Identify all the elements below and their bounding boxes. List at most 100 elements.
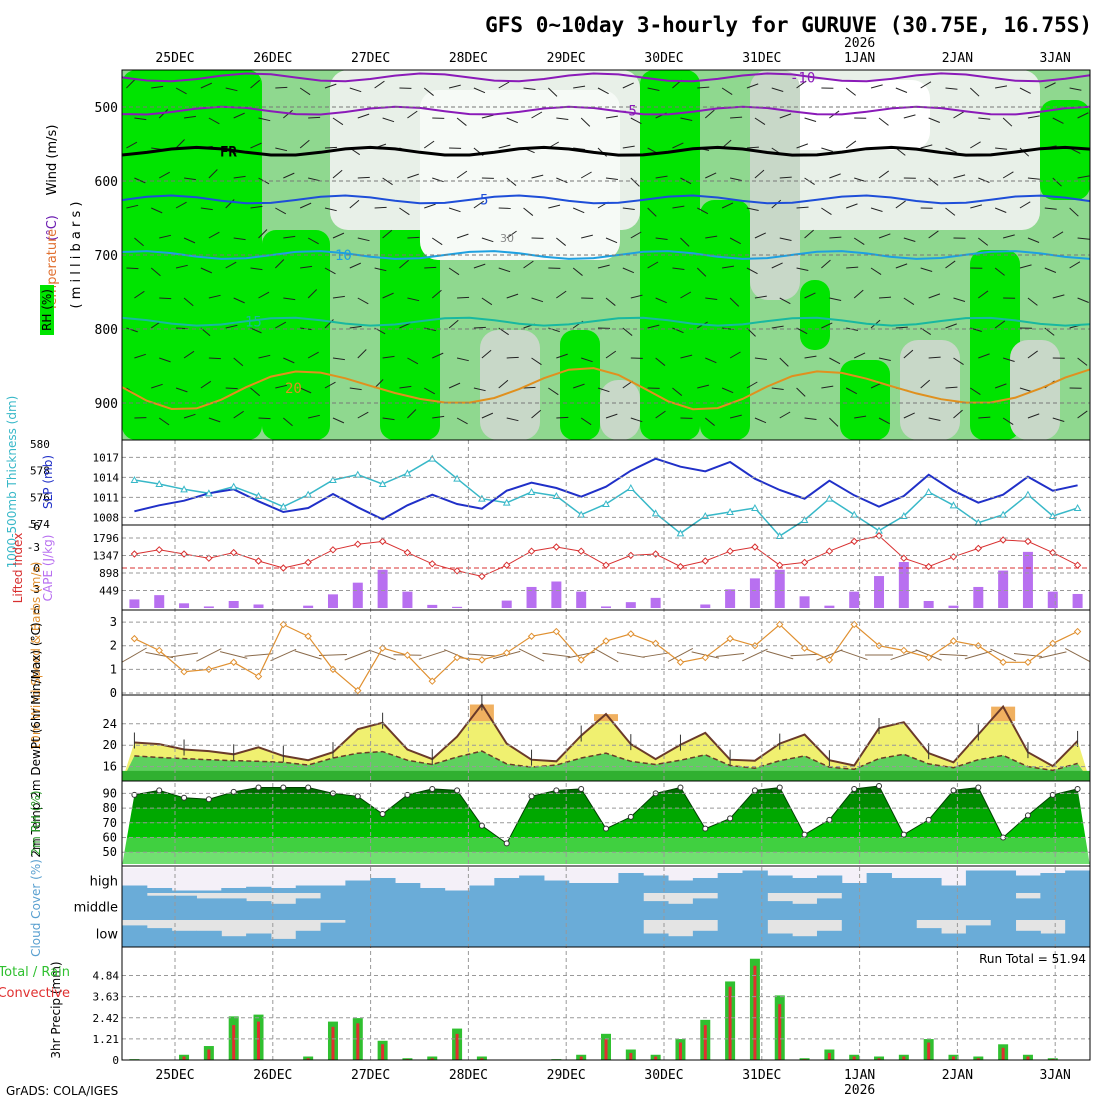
wind-barb bbox=[572, 267, 583, 276]
cloud-cell bbox=[941, 893, 967, 920]
cloud-cell bbox=[519, 893, 545, 920]
lifted-index-tick-label: 6 bbox=[33, 604, 40, 617]
wind-barb bbox=[382, 292, 394, 299]
rh-marker bbox=[255, 784, 262, 791]
wind10m-barb bbox=[318, 654, 347, 656]
cape-bar bbox=[973, 586, 984, 608]
wind-barb bbox=[1027, 177, 1040, 180]
wind-barb bbox=[233, 357, 244, 367]
precip-conv-bar bbox=[579, 1056, 583, 1060]
wind-barb bbox=[821, 259, 831, 269]
wind-barb bbox=[456, 170, 468, 179]
precip-conv-bar bbox=[951, 1056, 955, 1060]
thickness-marker bbox=[999, 510, 1007, 518]
rh-high-zone bbox=[1040, 100, 1090, 200]
wind-barb bbox=[754, 417, 767, 424]
wind-barb bbox=[225, 387, 238, 390]
cloud-cell bbox=[196, 898, 222, 920]
cape-bar bbox=[501, 600, 512, 608]
cloud-cell bbox=[742, 870, 768, 893]
precip-conv-bar bbox=[306, 1058, 310, 1060]
temperature-contour bbox=[121, 316, 1091, 327]
wind-barb bbox=[796, 267, 809, 271]
wind-barb bbox=[630, 177, 640, 187]
rh-high-zone bbox=[262, 230, 330, 440]
wind-barb bbox=[622, 267, 635, 274]
wind10m-barb bbox=[145, 651, 174, 659]
wind-barb bbox=[630, 417, 643, 423]
wind-barb bbox=[1019, 387, 1032, 392]
thickness-marker bbox=[949, 501, 958, 509]
wind-barb bbox=[969, 87, 980, 97]
wind-barb bbox=[920, 267, 933, 272]
thickness-marker bbox=[378, 479, 387, 487]
wind10m-marker bbox=[503, 649, 511, 657]
panel-background bbox=[122, 440, 1090, 525]
wind10m-barb bbox=[418, 650, 446, 660]
wind-barb bbox=[183, 115, 197, 119]
rh-tick-label: 90 bbox=[103, 786, 117, 800]
cloud-cell bbox=[668, 880, 694, 893]
wind-barb bbox=[456, 117, 467, 126]
wind-barb bbox=[630, 231, 642, 239]
wind-barb bbox=[630, 117, 642, 125]
rh-marker bbox=[851, 785, 858, 792]
thickness-marker bbox=[329, 475, 337, 483]
lifted-index-marker bbox=[527, 547, 536, 555]
wind-barb bbox=[597, 87, 609, 95]
wind-barb bbox=[134, 353, 146, 359]
cloud-cell bbox=[295, 885, 322, 893]
wind-barb bbox=[1077, 237, 1090, 240]
cape-bar bbox=[402, 591, 413, 608]
cloud-cell bbox=[320, 885, 346, 893]
wind-barb bbox=[597, 264, 610, 269]
wind-barb bbox=[994, 320, 1006, 329]
wind-barb bbox=[208, 294, 221, 299]
wind-barb bbox=[357, 113, 370, 119]
wind-barb bbox=[1044, 82, 1056, 89]
precip-conv-bar bbox=[232, 1025, 236, 1060]
wind10m-barb bbox=[219, 651, 248, 659]
wind-barb bbox=[349, 262, 361, 269]
cape-bar bbox=[998, 570, 1009, 608]
wind-barb bbox=[853, 352, 866, 359]
wind10m-marker bbox=[428, 677, 436, 685]
temperature-contour bbox=[121, 250, 1091, 260]
wind-barb bbox=[821, 207, 832, 215]
wind-barb bbox=[622, 145, 635, 149]
cape-bar bbox=[327, 594, 338, 608]
rh-marker bbox=[826, 816, 833, 823]
wind-barb bbox=[697, 207, 709, 215]
rh-band bbox=[122, 837, 1090, 853]
cape-bar bbox=[1047, 591, 1058, 608]
date-label-top: 25DEC bbox=[155, 51, 194, 66]
thickness-marker bbox=[850, 510, 859, 518]
wind-barb bbox=[432, 415, 445, 419]
wind-barb bbox=[548, 204, 561, 209]
cape-tick-label: 898 bbox=[99, 567, 119, 580]
wind-barb bbox=[134, 237, 144, 247]
cloud-cell bbox=[246, 933, 272, 947]
lifted-index-tick-label: -6 bbox=[27, 520, 40, 533]
wind-barb bbox=[523, 87, 536, 90]
cape-bar bbox=[1022, 551, 1033, 608]
wind-barb bbox=[448, 207, 461, 213]
date-label-bottom: 31DEC bbox=[742, 1068, 781, 1083]
cloud-cell bbox=[246, 901, 272, 920]
wind-barb bbox=[283, 417, 293, 427]
cloud-cell bbox=[1065, 893, 1091, 920]
wind10m-marker bbox=[949, 637, 958, 645]
wind-tick-label: 1 bbox=[110, 662, 117, 676]
wind10m-marker bbox=[602, 637, 610, 645]
wind-barb bbox=[853, 289, 864, 299]
wind-barb bbox=[382, 229, 393, 239]
wind-barb bbox=[498, 379, 509, 389]
wind-barb bbox=[779, 237, 792, 241]
rh-marker bbox=[379, 810, 386, 817]
thickness-tick-label: 578 bbox=[30, 465, 50, 478]
cape-bar bbox=[601, 606, 611, 608]
wind-barb bbox=[878, 357, 891, 361]
wind-barb bbox=[208, 417, 221, 423]
rh-high-zone bbox=[970, 250, 1020, 440]
